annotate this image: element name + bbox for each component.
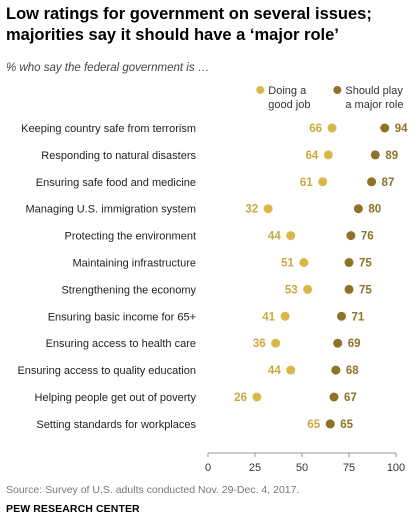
category-label: Strengthening the economy	[61, 284, 196, 296]
good-job-point	[327, 123, 337, 133]
major-role-label: 87	[382, 177, 395, 189]
major-role-point	[370, 150, 380, 160]
good-job-point	[263, 204, 273, 214]
major-role-label: 68	[346, 365, 359, 377]
good-job-point	[271, 338, 281, 348]
x-tick-label: 0	[205, 462, 211, 474]
good-job-label: 51	[281, 258, 294, 270]
major-role-label: 69	[348, 338, 361, 350]
category-label: Managing U.S. immigration system	[25, 204, 196, 216]
major-role-label: 89	[385, 150, 398, 162]
good-job-label: 44	[268, 231, 281, 243]
major-role-label: 65	[340, 419, 353, 431]
legend-marker	[256, 86, 265, 94]
category-label: Ensuring safe food and medicine	[36, 177, 196, 189]
chart-subtitle: % who say the federal government is …	[6, 62, 210, 74]
category-label: Protecting the environment	[65, 231, 196, 243]
good-job-label: 53	[285, 284, 298, 296]
category-label: Responding to natural disasters	[41, 150, 196, 162]
major-role-label: 75	[359, 284, 372, 296]
category-label: Maintaining infrastructure	[72, 258, 196, 270]
legend-label: Doing a	[268, 85, 307, 97]
good-job-label: 44	[268, 365, 281, 377]
chart-title: Low ratings for government on several is…	[6, 5, 372, 44]
major-role-label: 76	[361, 231, 374, 243]
x-tick-label: 25	[249, 462, 261, 474]
good-job-label: 65	[307, 419, 320, 431]
major-role-point	[329, 392, 339, 402]
category-label: Ensuring access to quality education	[17, 365, 196, 377]
major-role-point	[353, 204, 363, 214]
good-job-point	[303, 284, 313, 294]
category-label: Ensuring basic income for 65+	[48, 311, 196, 323]
major-role-point	[333, 338, 343, 348]
major-role-point	[344, 284, 354, 294]
major-role-point	[331, 365, 341, 375]
good-job-point	[299, 258, 309, 267]
good-job-label: 64	[306, 150, 319, 162]
good-job-label: 26	[234, 392, 247, 404]
source-note: Source: Survey of U.S. adults conducted …	[6, 484, 300, 496]
legend-label: good job	[268, 99, 310, 111]
legend-marker	[333, 86, 342, 94]
brand-logo: PEW RESEARCH CENTER	[6, 503, 140, 515]
good-job-label: 61	[300, 177, 313, 189]
major-role-point	[325, 419, 335, 429]
good-job-point	[286, 365, 296, 375]
major-role-label: 94	[395, 123, 408, 135]
major-role-label: 75	[359, 258, 372, 270]
category-label: Keeping country safe from terrorism	[21, 123, 196, 135]
good-job-label: 41	[262, 311, 275, 323]
category-label: Ensuring access to health care	[46, 338, 196, 350]
legend-label: a major role	[345, 99, 403, 111]
major-role-point	[336, 311, 346, 321]
major-role-point	[380, 123, 390, 133]
good-job-label: 32	[245, 204, 258, 216]
major-role-point	[344, 258, 354, 267]
good-job-point	[252, 392, 262, 402]
major-role-label: 67	[344, 392, 357, 404]
major-role-point	[367, 177, 377, 187]
good-job-point	[323, 150, 333, 160]
category-label: Setting standards for workplaces	[36, 419, 196, 431]
category-label: Helping people get out of poverty	[35, 392, 197, 404]
good-job-label: 36	[253, 338, 266, 350]
major-role-point	[346, 231, 356, 241]
good-job-point	[286, 231, 296, 241]
good-job-point	[318, 177, 328, 187]
good-job-point	[280, 311, 290, 321]
legend-label: Should play	[345, 85, 403, 97]
major-role-label: 80	[368, 204, 381, 216]
x-tick-label: 100	[387, 462, 405, 474]
x-tick-label: 75	[343, 462, 355, 474]
x-tick-label: 50	[296, 462, 308, 474]
major-role-label: 71	[351, 311, 364, 323]
good-job-label: 66	[309, 123, 322, 135]
